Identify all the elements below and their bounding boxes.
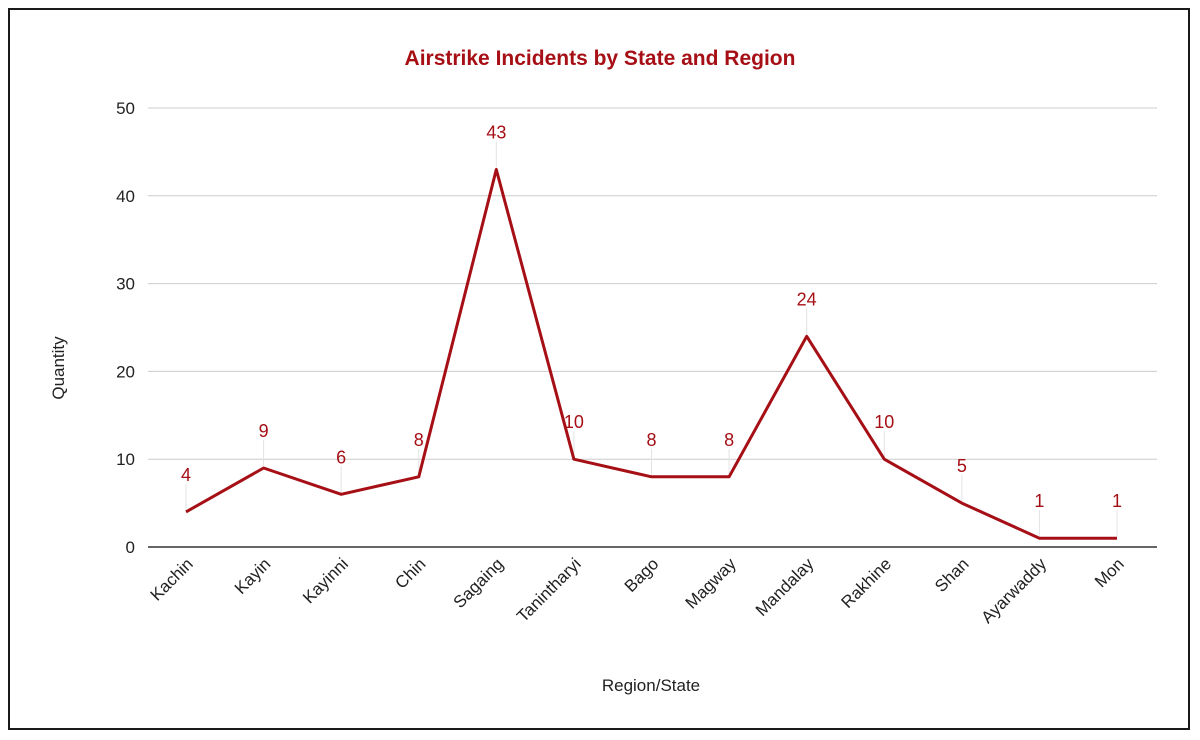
x-axis-title: Region/State xyxy=(602,676,700,695)
x-tick-label: Shan xyxy=(931,554,973,596)
y-axis-ticks: 0 10 20 30 40 50 xyxy=(116,99,135,557)
x-tick-label: Tanintharyi xyxy=(513,554,585,626)
data-label: 10 xyxy=(564,412,584,432)
data-labels: 4 9 6 8 43 10 8 8 24 10 5 1 1 xyxy=(181,122,1122,511)
data-label: 8 xyxy=(646,430,656,450)
y-tick-label: 0 xyxy=(126,538,135,557)
x-tick-label: Mon xyxy=(1091,554,1128,591)
y-axis-title: Quantity xyxy=(49,336,68,400)
y-tick-label: 10 xyxy=(116,450,135,469)
y-tick-label: 40 xyxy=(116,187,135,206)
x-axis-ticks: Kachin Kayin Kayinni Chin Sagaing Tanintharyi… xyxy=(147,554,1128,627)
data-label: 10 xyxy=(874,412,894,432)
data-label: 1 xyxy=(1112,491,1122,511)
data-label: 1 xyxy=(1034,491,1044,511)
y-tick-label: 30 xyxy=(116,275,135,294)
x-tick-label: Mandalay xyxy=(752,554,818,620)
data-label: 6 xyxy=(336,447,346,467)
x-tick-label: Rakhine xyxy=(838,554,896,612)
data-label: 43 xyxy=(486,122,506,142)
data-label: 5 xyxy=(957,456,967,476)
gridlines xyxy=(148,107,1157,460)
data-label: 9 xyxy=(259,421,269,441)
x-tick-label: Chin xyxy=(391,554,429,592)
chart-title: Airstrike Incidents by State and Region xyxy=(405,47,796,70)
x-tick-label: Sagaing xyxy=(450,554,508,612)
x-tick-label: Bago xyxy=(621,554,663,596)
data-label: 4 xyxy=(181,465,191,485)
chart-frame xyxy=(8,8,1190,730)
y-tick-label: 20 xyxy=(116,362,135,381)
x-tick-label: Ayarwaddy xyxy=(978,554,1051,627)
data-label-leaders xyxy=(185,141,1118,537)
y-tick-label: 50 xyxy=(116,99,135,118)
x-tick-label: Kayin xyxy=(231,554,275,598)
series-line xyxy=(185,168,1117,540)
data-label: 24 xyxy=(797,289,817,309)
x-tick-label: Magway xyxy=(682,554,741,613)
x-tick-label: Kachin xyxy=(147,554,197,604)
data-label: 8 xyxy=(414,430,424,450)
x-tick-label: Kayinni xyxy=(299,554,352,607)
data-label: 8 xyxy=(724,430,734,450)
